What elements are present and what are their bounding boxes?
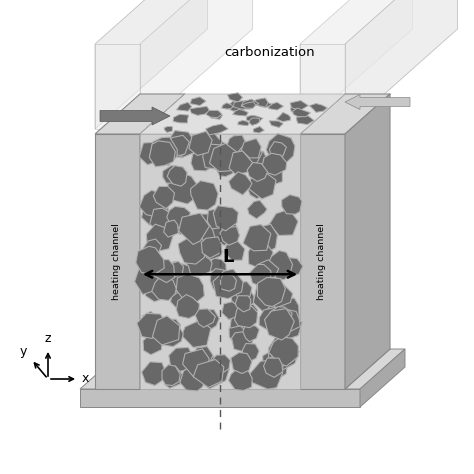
Polygon shape xyxy=(300,94,390,134)
Text: z: z xyxy=(45,332,51,345)
Polygon shape xyxy=(95,134,140,389)
Polygon shape xyxy=(80,389,360,407)
Polygon shape xyxy=(360,349,405,407)
Polygon shape xyxy=(300,0,412,129)
FancyArrow shape xyxy=(100,107,170,125)
Text: carbonization: carbonization xyxy=(225,46,315,59)
Polygon shape xyxy=(95,0,208,129)
Polygon shape xyxy=(80,349,405,389)
Polygon shape xyxy=(95,44,140,129)
Polygon shape xyxy=(140,94,185,389)
FancyArrow shape xyxy=(345,94,410,109)
Polygon shape xyxy=(140,0,253,129)
Text: heating channel: heating channel xyxy=(112,224,121,301)
Polygon shape xyxy=(300,44,345,129)
Text: L: L xyxy=(222,248,234,266)
Polygon shape xyxy=(300,134,345,389)
Polygon shape xyxy=(345,94,390,389)
Polygon shape xyxy=(140,94,345,134)
Text: y: y xyxy=(20,345,27,357)
Text: x: x xyxy=(82,373,90,385)
Text: heating channel: heating channel xyxy=(318,224,327,301)
Polygon shape xyxy=(140,134,300,389)
Polygon shape xyxy=(345,0,457,129)
Polygon shape xyxy=(95,94,185,134)
